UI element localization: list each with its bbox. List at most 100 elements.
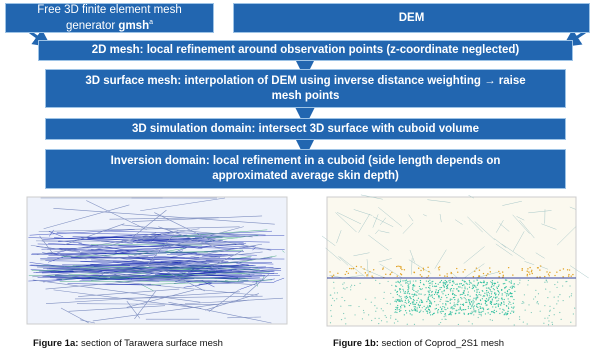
mesh-detail bbox=[473, 311, 474, 312]
mesh-detail bbox=[432, 314, 433, 315]
mesh-detail bbox=[399, 289, 400, 290]
mesh-detail bbox=[471, 313, 472, 314]
mesh-detail bbox=[483, 296, 484, 297]
mesh-detail bbox=[330, 310, 331, 311]
mesh-detail bbox=[476, 297, 477, 298]
mesh-detail bbox=[391, 285, 392, 286]
mesh-detail bbox=[491, 291, 492, 292]
mesh-detail bbox=[395, 282, 396, 283]
mesh-detail bbox=[404, 293, 405, 294]
mesh-detail bbox=[442, 303, 443, 304]
mesh-detail bbox=[438, 309, 439, 310]
mesh-detail bbox=[461, 287, 462, 288]
mesh-detail bbox=[431, 291, 432, 292]
mesh-detail bbox=[482, 290, 483, 291]
mesh-detail bbox=[498, 284, 499, 285]
mesh-detail bbox=[533, 298, 534, 299]
mesh-detail bbox=[478, 282, 479, 283]
mesh-detail bbox=[461, 298, 462, 299]
mesh-detail bbox=[549, 291, 550, 292]
mesh-detail bbox=[545, 288, 546, 289]
mesh-detail bbox=[411, 309, 412, 310]
mesh-detail bbox=[474, 290, 475, 291]
input-box: DEM bbox=[233, 3, 590, 33]
mesh-detail bbox=[429, 300, 430, 301]
mesh-detail bbox=[445, 301, 446, 302]
figure-label: Figure 1b: bbox=[333, 338, 379, 349]
mesh-detail bbox=[454, 302, 455, 303]
mesh-detail bbox=[395, 319, 396, 320]
mesh-detail bbox=[445, 319, 446, 320]
mesh-detail bbox=[405, 293, 406, 294]
mesh-detail bbox=[539, 269, 540, 270]
mesh-detail bbox=[478, 312, 479, 313]
mesh-detail bbox=[456, 310, 457, 311]
mesh-detail bbox=[395, 290, 396, 291]
mesh-detail bbox=[499, 273, 500, 274]
step-box: 3D surface mesh: interpolation of DEM us… bbox=[45, 69, 566, 108]
mesh-detail bbox=[461, 310, 462, 311]
mesh-detail bbox=[416, 302, 417, 303]
input-sup: a bbox=[149, 19, 153, 26]
mesh-detail bbox=[420, 289, 421, 290]
mesh-detail bbox=[450, 289, 451, 290]
mesh-detail bbox=[464, 291, 465, 292]
mesh-detail bbox=[562, 276, 563, 277]
mesh-detail bbox=[439, 289, 440, 290]
mesh-detail bbox=[497, 288, 498, 289]
mesh-detail bbox=[343, 313, 344, 314]
mesh-detail bbox=[399, 309, 400, 310]
mesh-detail bbox=[441, 313, 442, 314]
mesh-detail bbox=[418, 268, 419, 269]
mesh-detail bbox=[390, 315, 391, 316]
mesh-detail bbox=[428, 287, 429, 288]
mesh-detail bbox=[563, 300, 564, 301]
mesh-detail bbox=[417, 307, 418, 308]
mesh-detail bbox=[502, 293, 503, 294]
mesh-detail bbox=[442, 306, 443, 307]
mesh-detail bbox=[492, 320, 493, 321]
mesh-detail bbox=[502, 295, 503, 296]
mesh-detail bbox=[465, 295, 466, 296]
mesh-detail bbox=[487, 295, 488, 296]
mesh-detail bbox=[432, 297, 433, 298]
mesh-detail bbox=[375, 318, 376, 319]
mesh-detail bbox=[423, 311, 424, 312]
mesh-detail bbox=[447, 308, 448, 309]
mesh-detail bbox=[519, 316, 520, 317]
mesh-detail bbox=[546, 280, 547, 281]
mesh-detail bbox=[444, 309, 445, 310]
mesh-detail bbox=[513, 299, 514, 300]
mesh-detail bbox=[420, 310, 421, 311]
mesh-detail bbox=[429, 310, 430, 311]
mesh-detail bbox=[483, 309, 484, 310]
mesh-detail bbox=[430, 302, 431, 303]
mesh-detail bbox=[460, 297, 461, 298]
mesh-detail bbox=[413, 310, 414, 311]
mesh-detail bbox=[544, 305, 545, 306]
mesh-detail bbox=[447, 287, 448, 288]
mesh-detail bbox=[351, 268, 352, 269]
mesh-detail bbox=[421, 300, 422, 301]
mesh-detail bbox=[437, 312, 438, 313]
mesh-detail bbox=[543, 323, 544, 324]
mesh-detail bbox=[399, 299, 400, 300]
mesh-detail bbox=[440, 299, 441, 300]
mesh-detail bbox=[489, 288, 490, 289]
mesh-detail bbox=[379, 283, 380, 284]
mesh-detail bbox=[563, 268, 564, 269]
mesh-detail bbox=[441, 309, 442, 310]
mesh-detail bbox=[444, 275, 445, 276]
mesh-detail bbox=[438, 290, 439, 291]
mesh-detail bbox=[406, 303, 407, 304]
mesh-detail bbox=[514, 283, 515, 284]
mesh-detail bbox=[406, 296, 407, 297]
mesh-detail bbox=[426, 307, 427, 308]
mesh-detail bbox=[439, 266, 440, 267]
mesh-detail bbox=[341, 297, 342, 298]
mesh-detail bbox=[492, 280, 493, 281]
mesh-detail bbox=[467, 284, 468, 285]
mesh-detail bbox=[371, 320, 372, 321]
mesh-detail bbox=[397, 275, 398, 276]
mesh-detail bbox=[381, 320, 382, 321]
